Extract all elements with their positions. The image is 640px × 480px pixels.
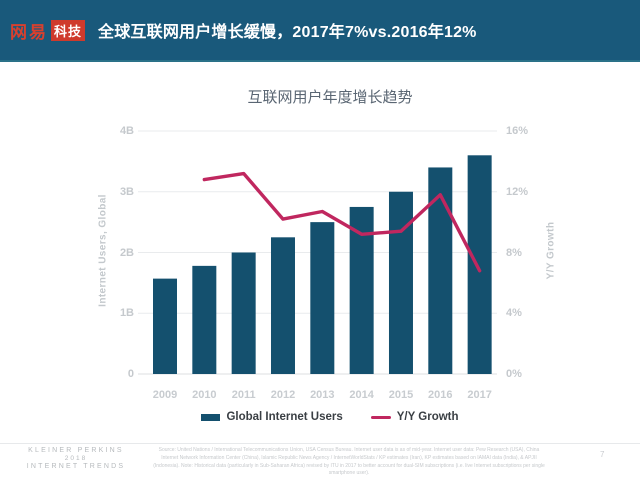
x-tick-2010: 2010 bbox=[192, 389, 217, 401]
y-left-tick-2B: 2B bbox=[119, 246, 134, 259]
tech-logo-badge: 科技 bbox=[51, 19, 86, 41]
chart-title: 互联网用户年度增长趋势 bbox=[247, 89, 413, 106]
y-right-tick-0%: 0% bbox=[506, 368, 522, 380]
bar-2011 bbox=[231, 252, 256, 374]
y-right-tick-8%: 8% bbox=[506, 246, 522, 259]
x-tick-2013: 2013 bbox=[310, 389, 335, 401]
brand-line: KLEINER PERKINS bbox=[28, 447, 124, 454]
x-tick-2009: 2009 bbox=[152, 389, 178, 401]
footer-divider bbox=[0, 443, 640, 444]
page-number: 7 bbox=[600, 450, 605, 459]
y-right-tick-12%: 12% bbox=[506, 185, 529, 198]
bar-2009 bbox=[153, 278, 177, 374]
netease-logo-text: 网易 bbox=[10, 22, 48, 42]
x-tick-2011: 2011 bbox=[231, 389, 256, 401]
kleiner-perkins-brand: KLEINER PERKINS 2018 INTERNET TRENDS bbox=[10, 447, 142, 470]
growth-line bbox=[202, 171, 482, 273]
header-bar: 网易 科技 全球互联网用户增长缓慢，2017年7%vs.2016年12% bbox=[0, 0, 640, 62]
y-left-tick-3B: 3B bbox=[119, 185, 134, 198]
y-left-tick-4B: 4B bbox=[119, 125, 134, 137]
x-tick-2017: 2017 bbox=[467, 389, 492, 401]
chart-legend: Global Internet Users Y/Y Growth bbox=[120, 408, 540, 426]
page-title: 全球互联网用户增长缓慢，2017年7%vs.2016年12% bbox=[98, 24, 477, 41]
legend-item: Global Internet Users bbox=[201, 411, 343, 423]
legend-label: Global Internet Users bbox=[226, 411, 343, 423]
y-right-tick-16%: 16% bbox=[506, 125, 529, 137]
y-left-tick-0: 0 bbox=[127, 368, 134, 380]
bar-2015 bbox=[388, 191, 413, 374]
bar-2010 bbox=[192, 265, 217, 374]
x-tick-2016: 2016 bbox=[428, 389, 453, 401]
y-right-tick-4%: 4% bbox=[506, 307, 522, 320]
legend-label: Y/Y Growth bbox=[396, 411, 459, 423]
brand-line: INTERNET TRENDS bbox=[26, 463, 126, 470]
bar-2017 bbox=[467, 155, 492, 374]
x-tick-2012: 2012 bbox=[270, 389, 296, 401]
legend-item: Y/Y Growth bbox=[370, 411, 459, 423]
bar-2013 bbox=[310, 222, 335, 374]
netease-tech-logo: 网易 科技 bbox=[10, 18, 86, 43]
legend-swatch-bar bbox=[201, 413, 221, 421]
brand-line: 2018 bbox=[64, 455, 88, 462]
x-tick-2015: 2015 bbox=[388, 389, 414, 401]
source-note: Source: United Nations / International T… bbox=[153, 447, 545, 477]
x-tick-2014: 2014 bbox=[349, 389, 374, 401]
legend-swatch-line bbox=[370, 415, 391, 419]
bar-2012 bbox=[270, 237, 295, 374]
y-left-tick-1B: 1B bbox=[119, 307, 134, 320]
